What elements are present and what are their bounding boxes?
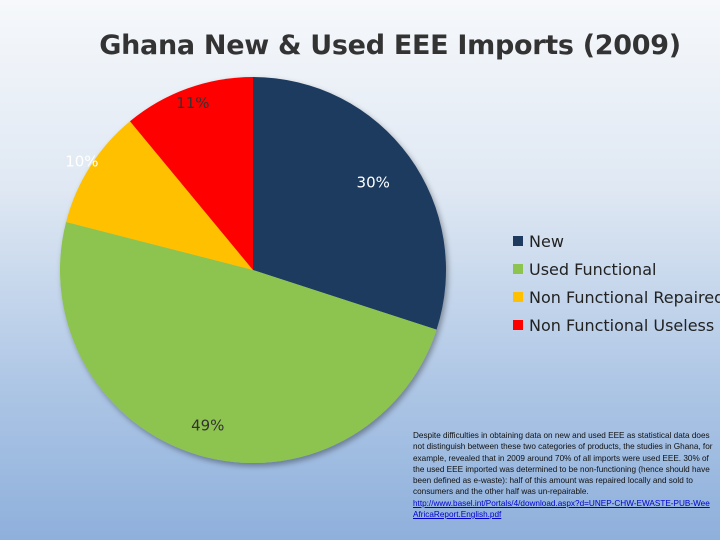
legend-swatch <box>513 292 523 302</box>
footnote: Despite difficulties in obtaining data o… <box>413 430 713 520</box>
pie-slice-new <box>253 77 446 330</box>
slice-label: 10% <box>65 152 98 170</box>
pie-slice-non-functional-useless <box>129 77 253 270</box>
legend-entry: Non Functional Useless <box>529 316 714 335</box>
slice-label: 30% <box>357 174 390 192</box>
legend-swatch <box>513 236 523 246</box>
slice-label: 49% <box>191 417 224 435</box>
pie-slice-non-functional-repaired <box>66 121 254 270</box>
pie-slice-used-functional <box>60 222 437 463</box>
legend-entry: Non Functional Repaired <box>529 288 720 307</box>
source-link[interactable]: http://www.basel.int/Portals/4/download.… <box>413 498 710 520</box>
legend-swatch <box>513 264 523 274</box>
legend-swatch <box>513 320 523 330</box>
chart-title: Ghana New & Used EEE Imports (2009) <box>99 30 681 61</box>
slice-label: 11% <box>176 94 209 112</box>
legend-entry: Used Functional <box>529 260 656 279</box>
legend-entry: New <box>529 232 564 251</box>
footnote-text: Despite difficulties in obtaining data o… <box>413 431 713 497</box>
